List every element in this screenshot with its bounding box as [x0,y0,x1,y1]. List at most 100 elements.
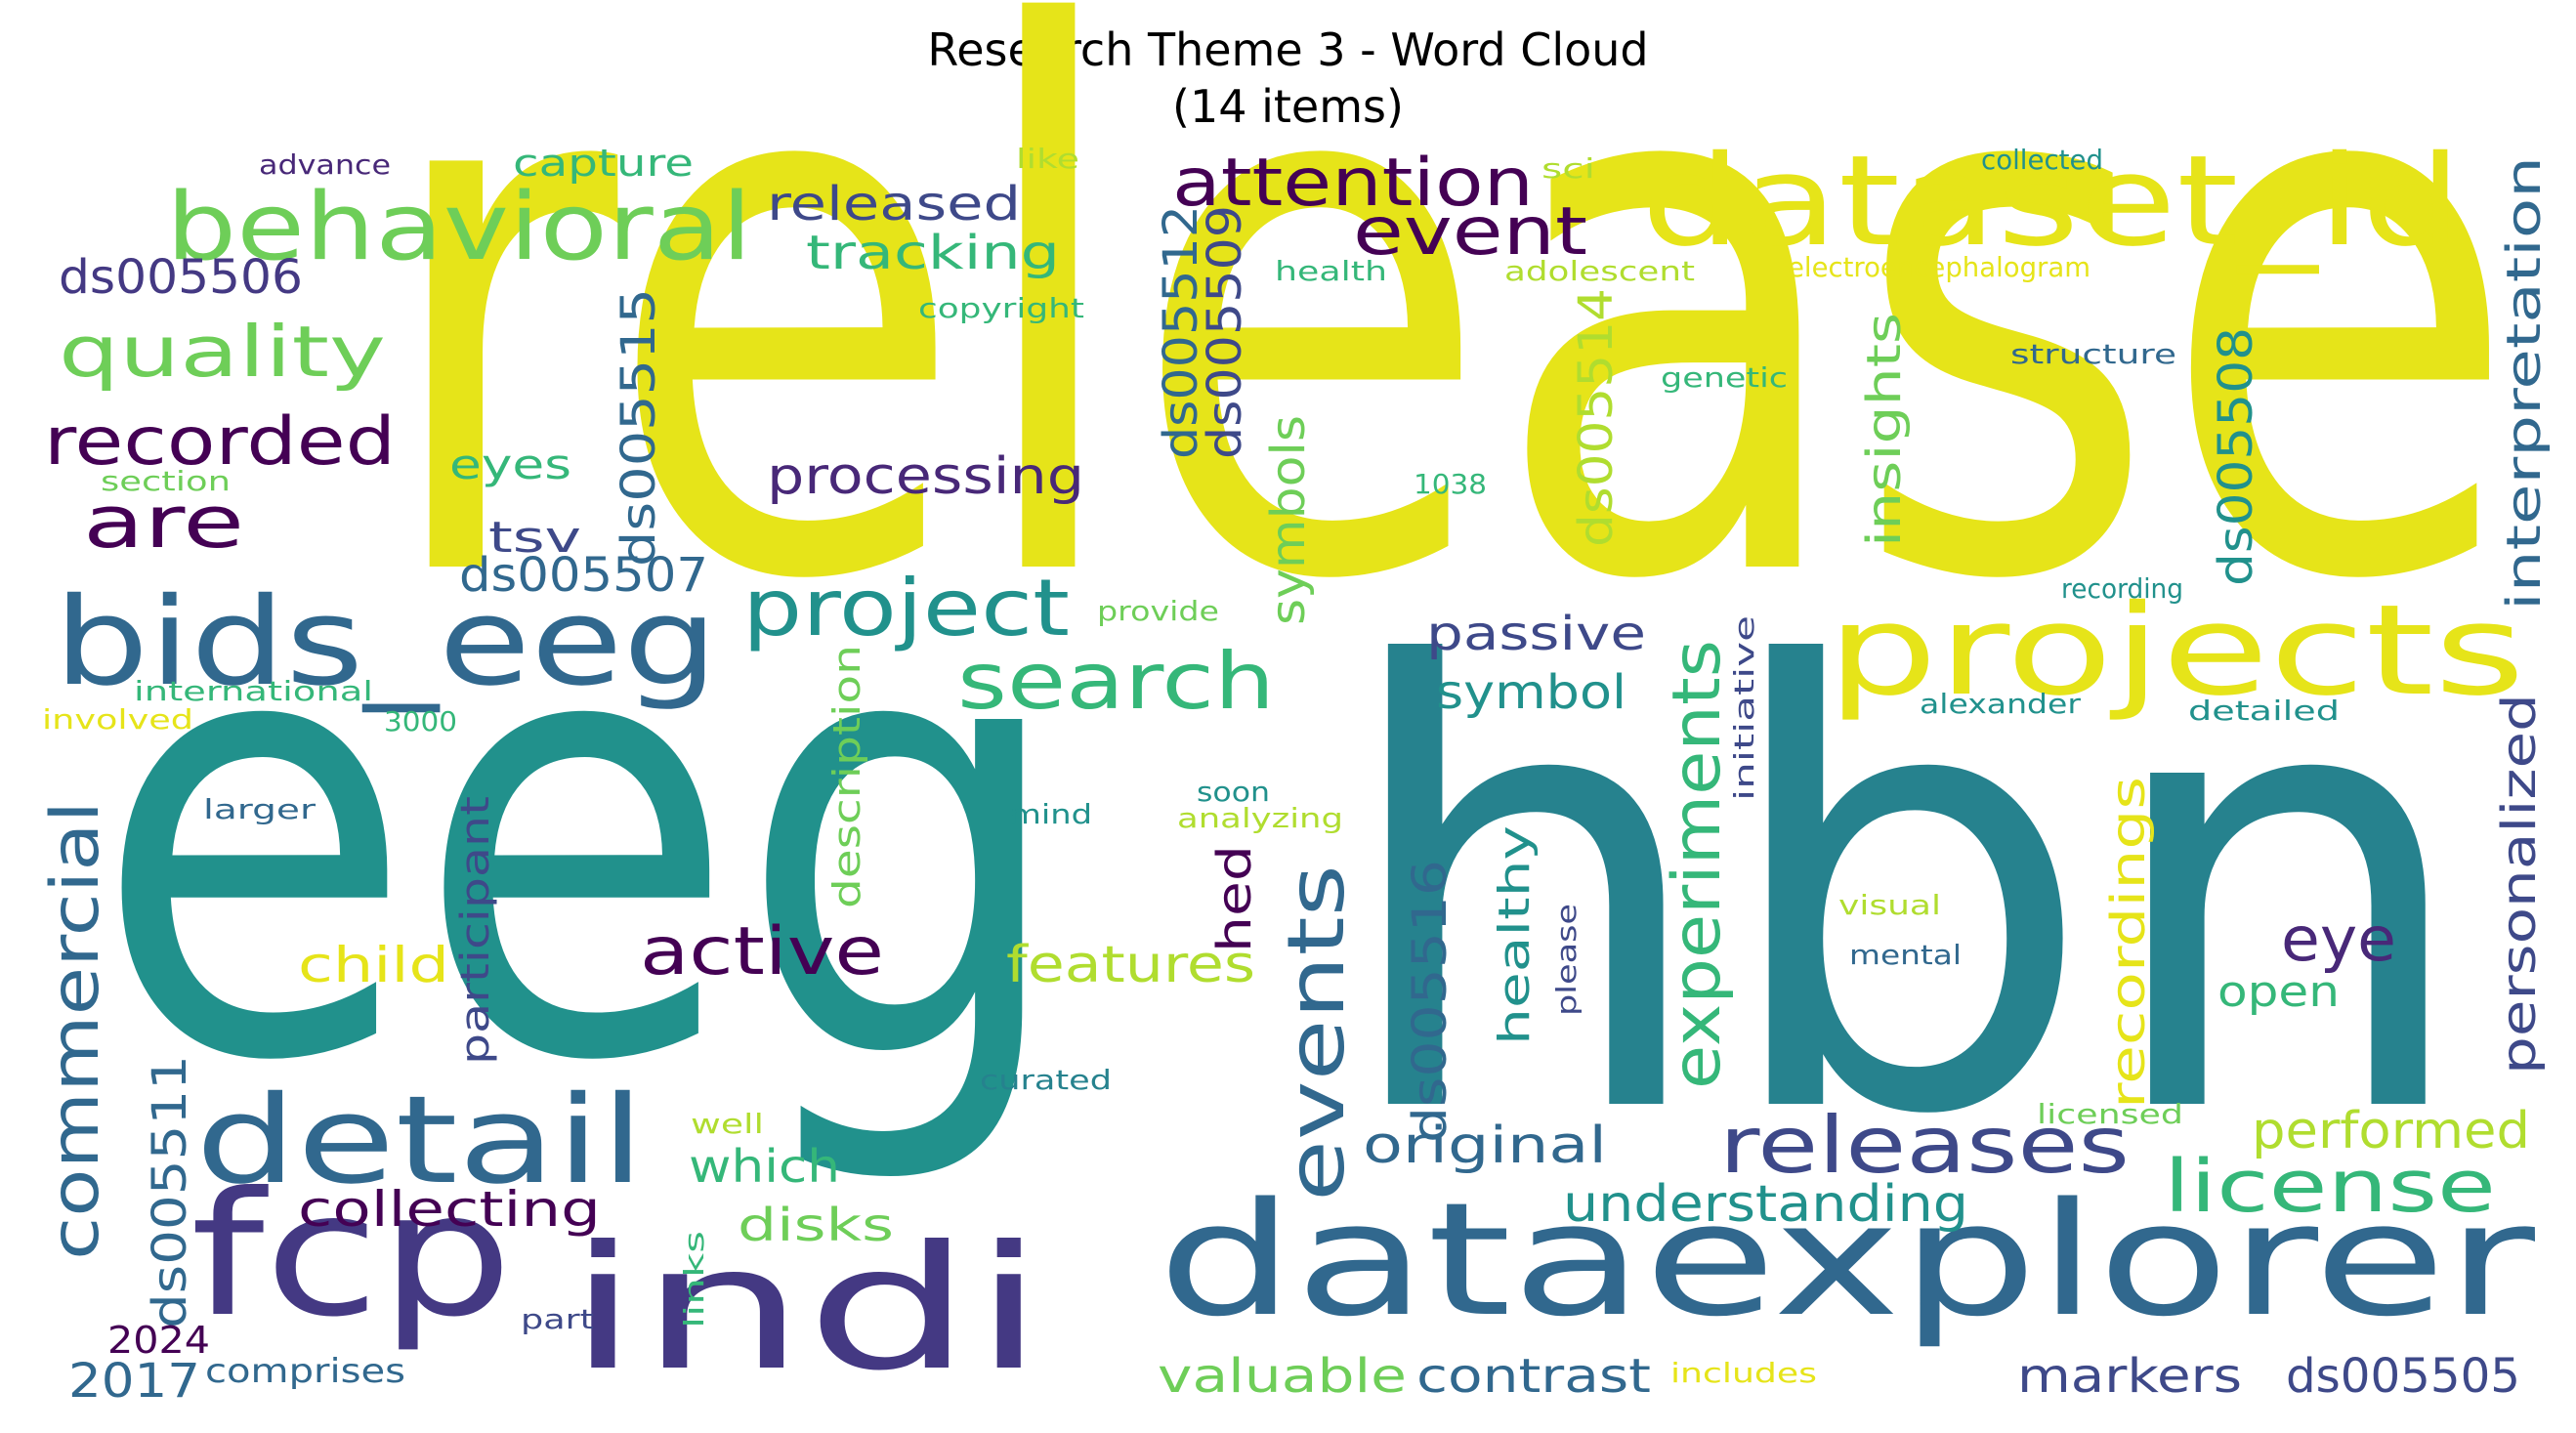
word-quality: quality [59,311,386,393]
word-advance: advance [259,148,391,181]
word-original: original [1363,1117,1607,1175]
word-genetic: genetic [1661,361,1788,394]
word-ds005516: ds005516 [1403,860,1457,1143]
word-sci: sci [1541,152,1595,185]
word-ds005507: ds005507 [459,548,708,603]
word-visual: visual [1838,889,1941,921]
word-ds005514: ds005514 [1569,288,1624,547]
word-license: license [2164,1145,2496,1229]
word-behavioral: behavioral [166,174,752,281]
word-are: are [83,481,244,565]
word-events: events [1271,864,1362,1201]
word-active: active [640,913,884,990]
word-ds005511: ds005511 [143,1055,197,1328]
word-open: open [2217,967,2340,1017]
word-child: child [298,937,449,993]
word-alexander: alexander [1920,688,2082,720]
word-released: released [767,177,1021,232]
word-description: description [825,645,868,908]
word-provide: provide [1097,595,1219,627]
word-international: international [134,675,373,707]
word-section: section [101,465,231,497]
word-tracking: tracking [806,226,1060,280]
figure-title: Research Theme 3 - Word Cloud (14 items) [0,21,2576,135]
word-detail: detail [195,1071,645,1211]
word-1038: 1038 [1414,468,1487,500]
word-eye: eye [2281,904,2396,975]
word-involved: involved [42,703,193,736]
word-mind: mind [1009,798,1092,830]
word-well: well [691,1108,764,1140]
word-attention: attention [1172,145,1534,222]
word-structure: structure [2010,338,2176,370]
word-detailed: detailed [2188,695,2340,727]
word-capture: capture [513,142,694,185]
word-commercial: commercial [37,801,114,1260]
word-please: please [1550,904,1583,1016]
word-recordings: recordings [2101,777,2156,1109]
word-collected: collected [1981,144,2103,176]
word-collecting: collecting [298,1181,601,1238]
word-contrast: contrast [1416,1349,1651,1404]
word-like: like [1016,143,1079,175]
word-recorded: recorded [44,403,396,481]
word-recording: recording [2061,572,2183,605]
word-comprises: comprises [205,1352,405,1391]
word-valuable: valuable [1158,1349,1407,1404]
word-release: release [376,0,2520,742]
word-eyes: eyes [449,441,571,488]
word-indi: indi [567,1210,1045,1409]
word-ds005505: ds005505 [2286,1349,2520,1404]
word-ds005515: ds005515 [612,288,666,567]
word-tsv: tsv [488,513,581,563]
word-experiments: experiments [1659,640,1736,1089]
word-licensed: licensed [2037,1098,2183,1130]
word-which: which [689,1140,840,1193]
word-2017: 2017 [68,1354,200,1409]
word-ds005512: ds005512 [1154,205,1208,459]
word-larger: larger [203,793,317,825]
word-performed: performed [2252,1102,2530,1160]
word-part: part [521,1303,594,1335]
word-ds005506: ds005506 [59,250,303,305]
word-personalized: personalized [2492,694,2547,1075]
word-symbol: symbol [1436,665,1626,720]
word-releases: releases [1719,1100,2130,1191]
word-3000: 3000 [384,705,457,738]
word-links: links [678,1231,710,1328]
word-initiative: initiative [1728,615,1760,801]
word-dataexplorer: dataexplorer [1158,1168,2535,1351]
word-healthy: healthy [1490,825,1540,1045]
word-health: health [1275,255,1387,287]
word-analyzing: analyzing [1177,802,1343,834]
word-adolescent: adolescent [1504,255,1695,287]
word-participant: participant [453,796,498,1065]
word-disks: disks [738,1199,894,1251]
word-event: event [1353,193,1587,271]
word-includes: includes [1670,1357,1817,1389]
word-understanding: understanding [1563,1175,1968,1234]
word-passive: passive [1426,607,1646,661]
word-dataset-id: dataset_id [1641,129,2462,274]
word-ds005509: ds005509 [1198,205,1252,459]
word-interpretation: interpretation [2497,156,2552,611]
word-insights: insights [1857,313,1912,547]
word-fcp: fcp [190,1157,513,1355]
word-processing: processing [767,447,1084,506]
word-features: features [1006,936,1255,994]
figure-title-line1: Research Theme 3 - Word Cloud [927,23,1649,76]
word-markers: markers [2017,1349,2242,1404]
word-projects: projects [1827,578,2525,724]
word-soon: soon [1197,776,1270,808]
word-search: search [957,636,1275,727]
word-mental: mental [1849,939,1962,971]
word-project: project [742,563,1070,653]
word-hed: hed [1207,845,1262,952]
word-copyright: copyright [918,292,1084,324]
word-electroencephalogram: electroencephalogram [1788,251,2090,283]
word-hbn: hbn [1333,543,2476,1247]
word-eeg: eeg [93,489,1070,1194]
word-bids-eeg: bids_eeg [54,572,718,713]
